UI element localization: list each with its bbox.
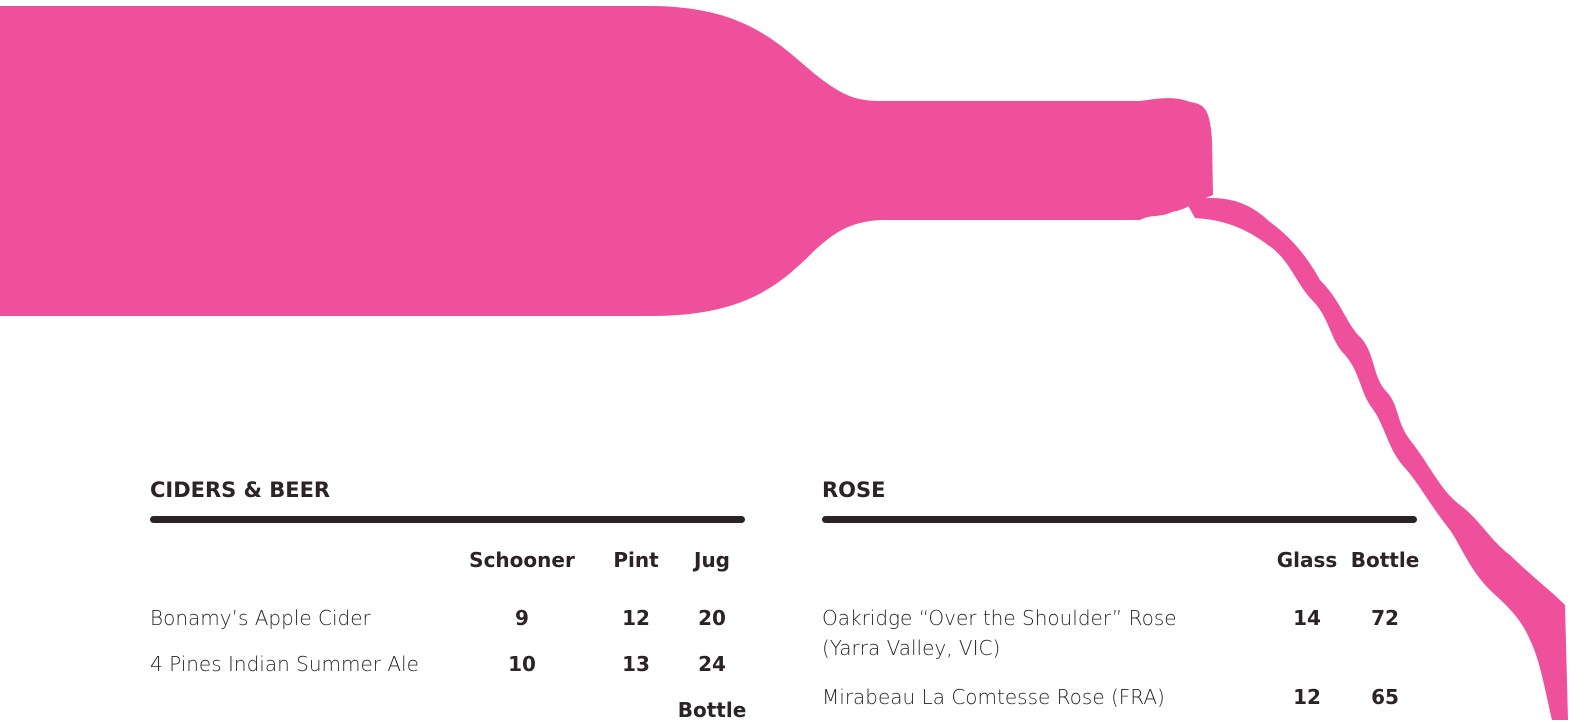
column-header: Schooner <box>469 548 575 572</box>
column-header: Jug <box>694 548 730 572</box>
menu-page: {"sections": [ {"title": "CIDERS & BEER"… <box>0 0 1588 720</box>
column-header: Pint <box>613 548 658 572</box>
item-price: 12 <box>1293 685 1321 709</box>
section-title: ROSE <box>822 478 886 502</box>
item-price: 20 <box>698 606 726 630</box>
item-price: 13 <box>622 652 650 676</box>
menu-section: ROSE Glass Bottle Oakridge “Over the Should… <box>822 478 1417 720</box>
section-title: CIDERS & BEER <box>150 478 330 502</box>
column-header: Glass <box>1277 548 1338 572</box>
item-price: 14 <box>1293 606 1321 630</box>
column-header: Bottle <box>1351 548 1420 572</box>
item-price: 10 <box>508 652 536 676</box>
section-rule <box>822 516 1417 523</box>
menu-section: CIDERS & BEER Schooner Pint Jug Bonamy’s App… <box>150 478 745 720</box>
item-price: 72 <box>1371 606 1399 630</box>
item-note: (Yarra Valley, VIC) <box>822 636 1000 660</box>
item-price: 12 <box>622 606 650 630</box>
item-price: 9 <box>515 606 529 630</box>
item-price: 65 <box>1371 685 1399 709</box>
item-name: Mirabeau La Comtesse Rose (FRA) <box>822 685 1165 709</box>
item-name: Bonamy’s Apple Cider <box>150 606 371 630</box>
item-name: 4 Pines Indian Summer Ale <box>150 652 419 676</box>
section-rule <box>150 516 745 523</box>
item-price: 24 <box>698 652 726 676</box>
item-name: Oakridge “Over the Shoulder” Rose <box>822 606 1177 630</box>
bottle <box>0 6 1213 316</box>
column-header: Bottle <box>678 698 747 722</box>
